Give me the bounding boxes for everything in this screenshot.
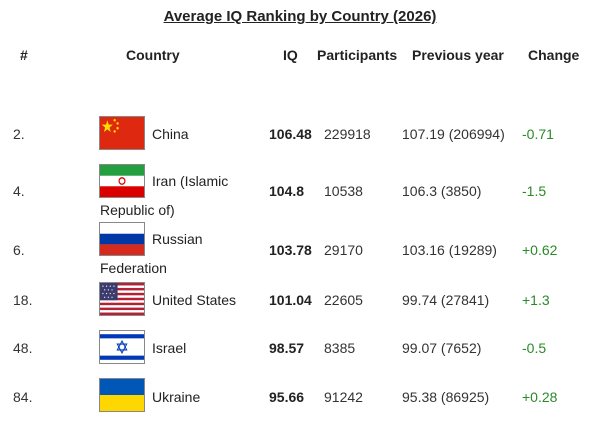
iq-value: 95.66: [269, 389, 305, 405]
change-value: +1.3: [522, 292, 550, 308]
header-participants: Participants: [317, 47, 398, 63]
header-country: Country: [126, 47, 180, 63]
previous-year-value: 106.3 (3850): [402, 183, 482, 199]
header-rank: #: [20, 47, 28, 63]
russia-flag-icon: [99, 222, 145, 256]
country-name: United States: [152, 292, 237, 308]
rank-cell: 48.: [13, 340, 33, 356]
participants-value: 229918: [324, 126, 371, 142]
previous-year-value: 95.38 (86925): [402, 389, 490, 405]
iq-value: 104.8: [269, 183, 305, 199]
header-iq: IQ: [283, 47, 298, 63]
country-name: Iran (Islamic: [152, 173, 229, 189]
country-name: Ukraine: [152, 389, 201, 405]
rank-cell: 84.: [13, 389, 33, 405]
country-name-continued: Federation: [100, 260, 167, 276]
iran-flag-icon: [99, 164, 145, 198]
iq-value: 98.57: [269, 340, 305, 356]
participants-value: 10538: [324, 183, 363, 199]
iq-value: 103.78: [269, 242, 312, 258]
participants-value: 91242: [324, 389, 363, 405]
rank-cell: 4.: [13, 183, 25, 199]
change-value: -0.71: [522, 126, 554, 142]
participants-value: 29170: [324, 242, 363, 258]
country-name: Russian: [152, 231, 203, 247]
participants-value: 22605: [324, 292, 363, 308]
header-change: Change: [528, 47, 580, 63]
previous-year-value: 99.07 (7652): [402, 340, 482, 356]
page-title: Average IQ Ranking by Country (2026): [163, 8, 437, 25]
rank-cell: 6.: [13, 242, 25, 258]
participants-value: 8385: [324, 340, 356, 356]
country-name: Israel: [152, 340, 187, 356]
country-name-continued: Republic of): [100, 202, 175, 218]
header-previous-year: Previous year: [412, 47, 504, 63]
israel-flag-icon: [99, 330, 145, 364]
previous-year-value: 99.74 (27841): [402, 292, 490, 308]
previous-year-value: 107.19 (206994): [402, 126, 505, 142]
china-flag-icon: [99, 116, 145, 150]
iq-value: 101.04: [269, 292, 312, 308]
ukraine-flag-icon: [99, 378, 145, 412]
change-value: -0.5: [522, 340, 547, 356]
change-value: +0.62: [522, 242, 558, 258]
country-name: China: [152, 126, 189, 142]
previous-year-value: 103.16 (19289): [402, 242, 497, 258]
change-value: -1.5: [522, 183, 547, 199]
iq-value: 106.48: [269, 126, 312, 142]
usa-flag-icon: [99, 282, 145, 316]
rank-cell: 18.: [13, 292, 33, 308]
rank-cell: 2.: [13, 126, 25, 142]
change-value: +0.28: [522, 389, 558, 405]
